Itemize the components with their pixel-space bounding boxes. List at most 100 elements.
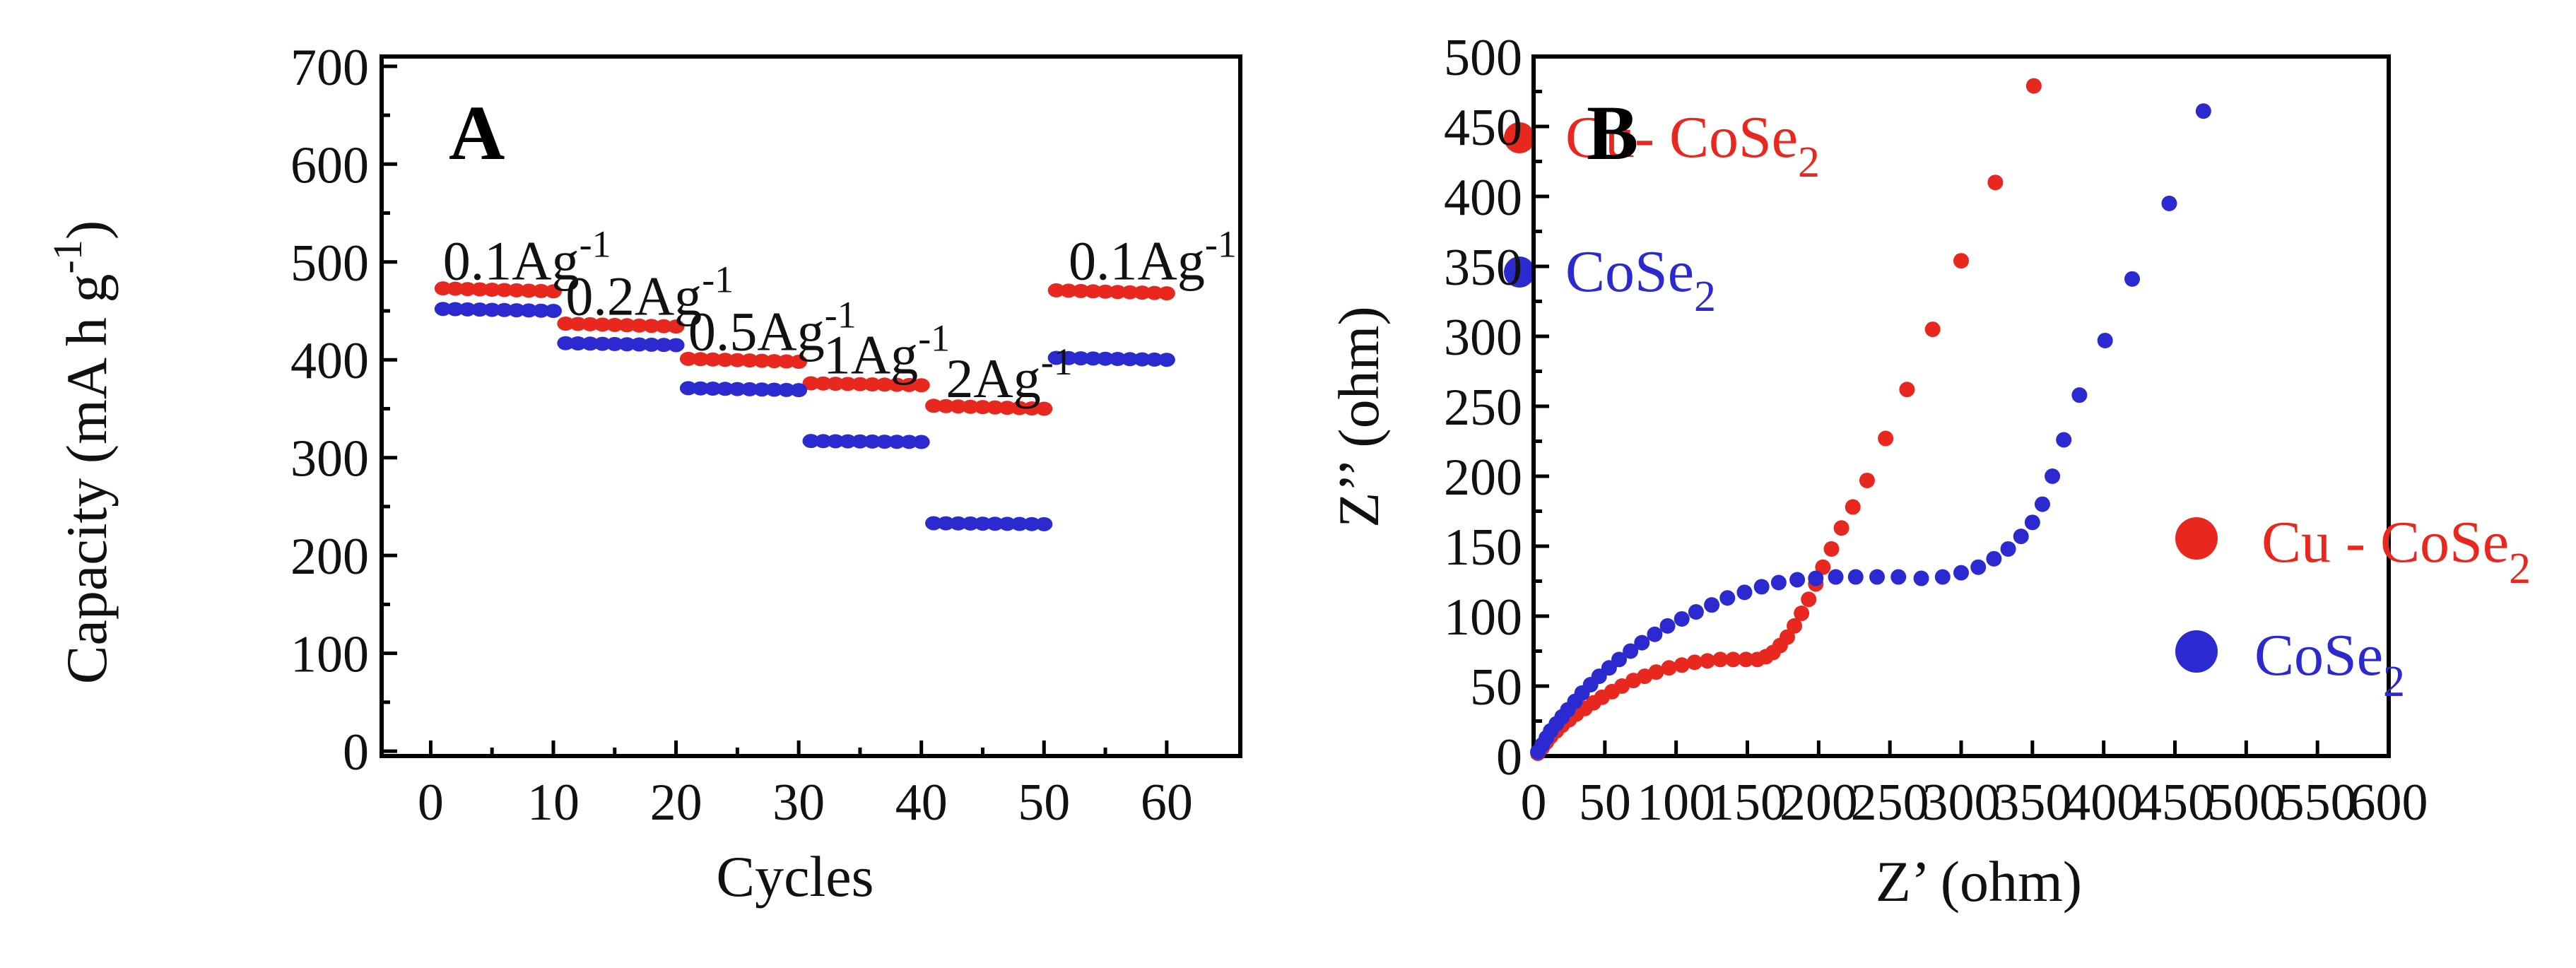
- panel-b-point-cose2: [1704, 597, 1720, 613]
- panel-a-point-cose2: [1158, 353, 1175, 367]
- panel-a-point-cu-cose2: [1023, 401, 1040, 415]
- panel-a-point-cose2: [692, 381, 710, 396]
- legend-a-cose2-marker: [1504, 256, 1535, 288]
- panel-a-point-cose2: [1035, 517, 1053, 531]
- panel-a-rate-label: 2Ag-1: [946, 341, 1072, 409]
- panel-a-point-cu-cose2: [1158, 286, 1175, 301]
- panel-a-rate-label-unit: -1: [702, 259, 734, 301]
- panel-b-point-cose2: [2071, 387, 2088, 403]
- panel-a-y-tick-label: 0: [343, 724, 369, 781]
- panel-b-x-tick-label: 0: [1521, 774, 1547, 832]
- panel-b-point-cose2: [1828, 569, 1844, 585]
- panel-a-point-cu-cose2: [582, 317, 599, 331]
- panel-b-x-tick-label: 550: [2278, 774, 2357, 832]
- panel-b-point-cose2: [2034, 496, 2050, 512]
- panel-a-point-cose2: [545, 304, 562, 318]
- panel-a-point-cose2: [814, 434, 832, 449]
- panel-a-point-cose2: [790, 383, 808, 398]
- panel-a-point-cu-cose2: [937, 399, 955, 413]
- panel-a-point-cu-cose2: [974, 400, 992, 415]
- panel-b-point-cose2: [1753, 579, 1770, 595]
- panel-a-point-cose2: [520, 303, 538, 318]
- panel-a-point-cu-cose2: [925, 399, 943, 413]
- panel-a-x-tick-label: 60: [1141, 774, 1193, 832]
- panel-a-y-axis-title-end: ): [54, 220, 119, 240]
- panel-b-x-tick-label: 350: [1993, 774, 2071, 832]
- panel-b-x-tick-label: 400: [2064, 774, 2143, 832]
- panel-a-point-cose2: [1109, 352, 1127, 366]
- panel-b-x-tick-label: 300: [1922, 774, 2001, 832]
- panel-b-point-cose2: [1890, 569, 1907, 585]
- panel-a-rate-label-value: 0.2Ag: [565, 266, 702, 327]
- panel-a-point-cose2: [1072, 351, 1090, 366]
- panel-b-point-cose2: [1719, 590, 1736, 606]
- panel-b-point-cu-cose2: [1686, 654, 1702, 671]
- panel-b-x-tick-label: 600: [2350, 774, 2428, 832]
- panel-b-point-cose2: [2056, 432, 2072, 448]
- panel-a-point-cose2: [1023, 517, 1040, 531]
- panel-a-y-tick-label: 700: [290, 39, 369, 97]
- panel-a-point-cose2: [962, 516, 980, 531]
- panel-a-point-cu-cose2: [630, 318, 648, 333]
- panel-b-point-cu-cose2: [1987, 175, 2004, 191]
- panel-b-x-tick-label: 150: [1708, 774, 1787, 832]
- panel-a-point-cose2: [839, 434, 857, 449]
- panel-a-point-cu-cose2: [655, 319, 673, 334]
- panel-b-point-cose2: [1688, 604, 1704, 620]
- panel-b-x-tick-label: 50: [1579, 774, 1631, 832]
- panel-a-point-cu-cose2: [802, 376, 820, 391]
- panel-a-rate-label-unit: -1: [918, 317, 950, 360]
- panel-a-point-cose2: [876, 435, 893, 449]
- panel-a-point-cose2: [827, 434, 845, 449]
- panel-a-point-cu-cose2: [692, 352, 710, 367]
- panel-a-point-cu-cose2: [520, 283, 538, 298]
- panel-b-point-cose2: [1647, 626, 1663, 642]
- panel-a-point-cu-cose2: [1134, 285, 1151, 300]
- panel-a-point-cu-cose2: [1121, 285, 1139, 300]
- panel-a-point-cose2: [679, 381, 697, 396]
- legend-b-cu-cose2-marker: [2175, 517, 2218, 560]
- panel-a-y-tick-label: 600: [290, 136, 369, 194]
- panel-b-x-tick-label: 100: [1637, 774, 1715, 832]
- panel-a-y-tick-label: 200: [290, 528, 369, 586]
- panel-a-point-cu-cose2: [900, 377, 918, 392]
- panel-b-point-cose2: [1847, 569, 1864, 585]
- panel-a-point-cu-cose2: [618, 318, 636, 333]
- legend-a-cose2-label: CoSe2: [1565, 239, 1716, 321]
- panel-a-point-cose2: [594, 336, 611, 351]
- panel-b-point-cu-cose2: [1787, 618, 1803, 634]
- panel-b-point-cose2: [1789, 572, 1806, 588]
- panel-b-point-cose2: [2097, 332, 2113, 348]
- panel-b-point-cose2: [2024, 514, 2040, 531]
- panel-a-y-axis-title-sup: -1: [45, 240, 90, 273]
- panel-a-point-cu-cose2: [741, 353, 758, 368]
- panel-b-data-points: [1530, 78, 2211, 762]
- panel-a-y-tick-label: 500: [290, 235, 369, 293]
- panel-a-point-cu-cose2: [667, 319, 685, 334]
- panel-b-point-cose2: [1659, 618, 1676, 634]
- panel-a-point-cose2: [900, 435, 918, 449]
- panel-b-point-cu-cose2: [1648, 664, 1664, 680]
- panel-a-point-cose2: [1097, 351, 1114, 366]
- panel-b-y-axis-title: Z’’ (ohm): [1327, 306, 1391, 527]
- panel-b-point-cu-cose2: [1661, 660, 1677, 676]
- panel-a-point-cose2: [1146, 352, 1163, 367]
- panel-b-point-cu-cose2: [1779, 629, 1795, 645]
- panel-a-point-cose2: [1134, 352, 1151, 367]
- panel-a-point-cose2: [569, 336, 587, 350]
- panel-a-point-cose2: [606, 336, 623, 351]
- panel-b: 0 50 1001502002503003504004505005506000501…: [1327, 29, 2531, 914]
- panel-a-point-cu-cose2: [888, 377, 905, 392]
- panel-b-point-cose2: [1611, 651, 1627, 668]
- panel-b-x-axis-title: Z’ (ohm): [1876, 849, 2082, 914]
- panel-a-point-cose2: [864, 434, 881, 449]
- panel-a-rate-label: 1Ag-1: [823, 317, 950, 386]
- panel-b-y-tick-label: 450: [1444, 99, 1522, 157]
- panel-b-y-tick-label: 0: [1496, 728, 1522, 786]
- panel-a-rate-label-value: 0.1Ag: [1069, 230, 1205, 292]
- panel-a-point-cose2: [974, 517, 992, 531]
- panel-a-point-cose2: [495, 302, 513, 317]
- panel-a-point-cose2: [704, 382, 722, 396]
- panel-a-point-cose2: [655, 338, 673, 353]
- panel-a-point-cose2: [912, 435, 930, 449]
